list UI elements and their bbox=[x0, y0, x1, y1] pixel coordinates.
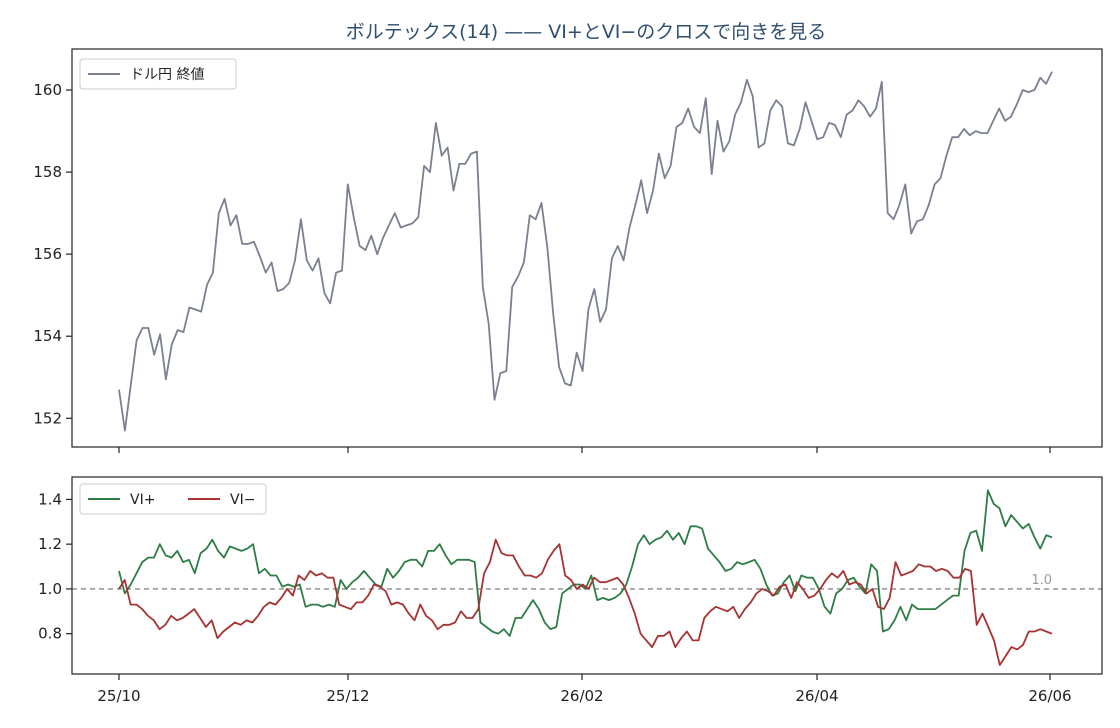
legend-label: ドル円 終値 bbox=[130, 67, 204, 83]
y-tick-label: 1.4 bbox=[38, 490, 62, 508]
chart-title: ボルテックス(14) —— VI+とVI−のクロスで向きを見る bbox=[346, 21, 827, 43]
y-tick-label: 0.8 bbox=[38, 625, 62, 643]
price-panel: 152 154 156 158 160 ドル円 終値 bbox=[33, 48, 1103, 453]
x-tick-label: 26/06 bbox=[1028, 687, 1071, 705]
vortex-series-line-0 bbox=[118, 489, 1053, 637]
x-tick-label: 25/10 bbox=[97, 687, 140, 705]
reference-label: 1.0 bbox=[1031, 573, 1052, 588]
y-tick-label: 160 bbox=[33, 81, 62, 99]
vortex-panel: 1.0 0.8 1.0 1.2 1.4 25/10 25/12 26/02 26/04 26/… bbox=[38, 476, 1103, 705]
vortex-legend: VI+ VI− bbox=[79, 483, 267, 515]
price-series-line-0 bbox=[118, 71, 1053, 432]
y-tick-label: 152 bbox=[33, 409, 62, 427]
legend-label: VI+ bbox=[130, 492, 155, 508]
vortex-series-line-1 bbox=[118, 538, 1053, 666]
vortex-axes-frame bbox=[71, 476, 1103, 675]
y-tick-label: 1.2 bbox=[38, 535, 62, 553]
y-tick-label: 1.0 bbox=[38, 580, 62, 598]
y-tick-label: 156 bbox=[33, 245, 62, 263]
y-tick-label: 154 bbox=[33, 327, 62, 345]
legend-box bbox=[79, 483, 267, 515]
y-tick-label: 158 bbox=[33, 163, 62, 181]
price-axes-frame bbox=[71, 48, 1103, 448]
x-tick-label: 26/04 bbox=[795, 687, 838, 705]
legend-box bbox=[79, 58, 237, 90]
legend-label: VI− bbox=[230, 492, 255, 508]
x-tick-label: 25/12 bbox=[326, 687, 369, 705]
x-tick-label: 26/02 bbox=[560, 687, 603, 705]
price-legend: ドル円 終値 bbox=[79, 58, 237, 90]
